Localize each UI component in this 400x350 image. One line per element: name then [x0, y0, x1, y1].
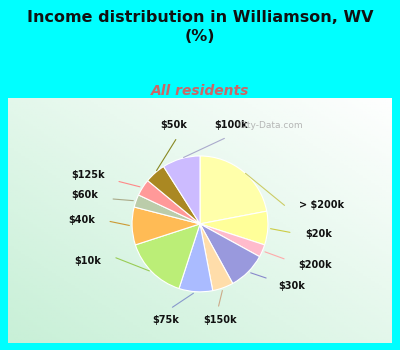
Text: $40k: $40k	[68, 216, 95, 225]
Wedge shape	[200, 224, 260, 284]
Text: $20k: $20k	[305, 229, 332, 239]
Wedge shape	[132, 207, 200, 245]
Text: $200k: $200k	[298, 260, 332, 270]
Text: $10k: $10k	[75, 256, 102, 266]
Text: $50k: $50k	[161, 120, 188, 131]
Text: $150k: $150k	[204, 315, 237, 326]
Wedge shape	[164, 156, 200, 224]
Wedge shape	[200, 211, 268, 245]
Text: $60k: $60k	[71, 190, 98, 200]
Text: All residents: All residents	[151, 84, 249, 98]
Wedge shape	[200, 156, 267, 224]
Text: > $200k: > $200k	[298, 200, 344, 210]
Text: $30k: $30k	[278, 281, 305, 292]
Wedge shape	[138, 181, 200, 224]
Text: City-Data.com: City-Data.com	[238, 121, 303, 130]
Text: Income distribution in Williamson, WV
(%): Income distribution in Williamson, WV (%…	[27, 10, 373, 44]
Wedge shape	[148, 167, 200, 224]
Wedge shape	[200, 224, 265, 257]
Wedge shape	[134, 195, 200, 224]
Wedge shape	[179, 224, 213, 292]
Wedge shape	[135, 224, 200, 288]
Text: $75k: $75k	[152, 315, 180, 326]
Text: $125k: $125k	[71, 170, 105, 180]
Text: $100k: $100k	[214, 120, 247, 131]
Wedge shape	[200, 224, 233, 290]
